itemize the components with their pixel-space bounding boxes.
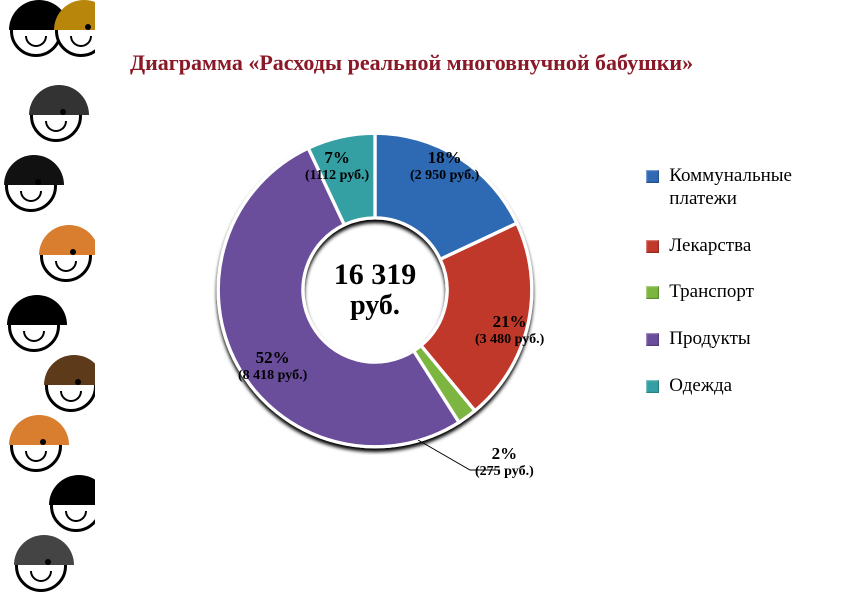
- legend-swatch: [646, 333, 659, 346]
- slice-label-clothes: 7% (1112 руб.): [305, 148, 369, 184]
- donut-svg: [210, 125, 540, 455]
- legend-label: Транспорт: [669, 281, 754, 304]
- legend-label: Одежда: [669, 375, 732, 398]
- legend-item: Транспорт: [646, 281, 792, 304]
- slice-label-meds: 21% (3 480 руб.): [475, 312, 544, 348]
- cartoon-face-icon: [8, 300, 60, 352]
- cartoon-face-icon: [50, 480, 95, 532]
- legend-item: Коммунальныеплатежи: [646, 165, 792, 211]
- legend-item: Лекарства: [646, 235, 792, 258]
- cartoon-face-icon: [40, 230, 92, 282]
- cartoon-face-icon: [55, 5, 95, 57]
- donut-chart: 16 319 руб.: [210, 125, 540, 455]
- legend-label: Продукты: [669, 328, 750, 351]
- slice-label-utilities: 18% (2 950 руб.): [410, 148, 479, 184]
- legend-label: Коммунальныеплатежи: [669, 165, 792, 211]
- cartoon-face-icon: [10, 420, 62, 472]
- cartoon-face-icon: [30, 90, 82, 142]
- legend-swatch: [646, 240, 659, 253]
- slice-label-food: 52% (8 418 руб.): [238, 348, 307, 384]
- slice-label-transport: 2% (275 руб.): [475, 444, 534, 480]
- legend: Коммунальныеплатежи Лекарства Транспорт Про…: [646, 165, 792, 422]
- decorative-children-band: [0, 0, 95, 596]
- cartoon-face-icon: [5, 160, 57, 212]
- legend-swatch: [646, 380, 659, 393]
- legend-item: Одежда: [646, 375, 792, 398]
- legend-swatch: [646, 286, 659, 299]
- legend-label: Лекарства: [669, 235, 751, 258]
- cartoon-face-icon: [45, 360, 95, 412]
- chart-title: Диаграмма «Расходы реальной многовнучной…: [130, 50, 693, 76]
- cartoon-face-icon: [15, 540, 67, 592]
- legend-item: Продукты: [646, 328, 792, 351]
- legend-swatch: [646, 170, 659, 183]
